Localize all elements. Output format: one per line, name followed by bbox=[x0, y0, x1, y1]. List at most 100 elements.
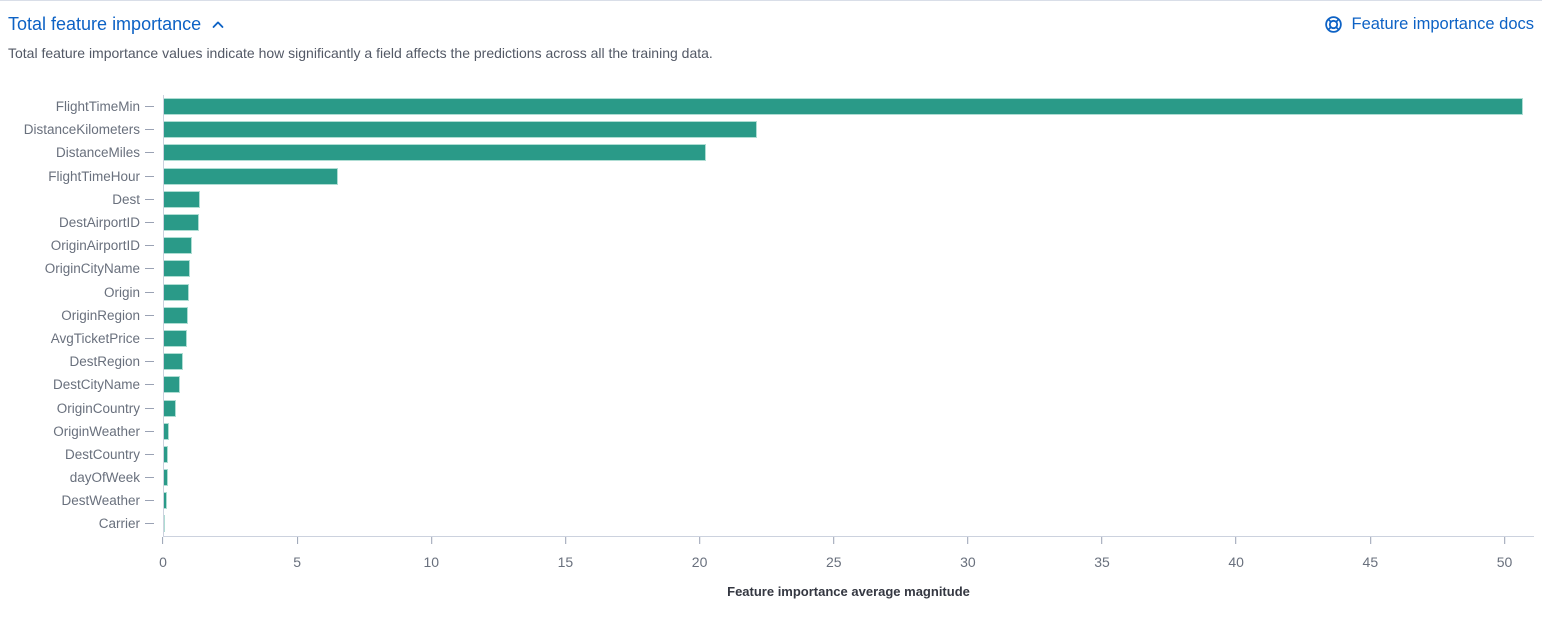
y-axis-label-row: dayOfWeek bbox=[8, 466, 163, 489]
bar-OriginWeather bbox=[164, 422, 170, 440]
y-axis-label: Dest bbox=[112, 191, 140, 207]
y-axis-tick bbox=[145, 500, 154, 502]
bar-row bbox=[164, 396, 1534, 419]
bar-DistanceKilometers bbox=[164, 121, 757, 139]
y-axis-tick bbox=[145, 477, 154, 479]
y-axis-tick bbox=[145, 337, 154, 339]
y-axis-label-row: DestCountry bbox=[8, 443, 163, 466]
y-axis-tick bbox=[145, 129, 154, 131]
panel-header: Total feature importance Feature importa… bbox=[8, 14, 1534, 35]
y-axis-tick bbox=[145, 106, 154, 108]
bar-row bbox=[164, 350, 1534, 373]
y-axis-label-row: OriginWeather bbox=[8, 420, 163, 443]
feature-importance-chart: FlightTimeMin DistanceKilometers DistanceM… bbox=[8, 95, 1534, 599]
docs-link-label: Feature importance docs bbox=[1351, 15, 1534, 33]
x-axis-tick-mark bbox=[1369, 536, 1371, 544]
bar-row bbox=[164, 420, 1534, 443]
y-axis-label: DestCountry bbox=[64, 446, 140, 462]
y-axis-label-row: DestAirportID bbox=[8, 211, 163, 234]
bar-row bbox=[164, 466, 1534, 489]
x-axis-tick-10: 10 bbox=[423, 536, 440, 571]
y-axis-label-row: DestWeather bbox=[8, 489, 163, 512]
y-axis-label-row: OriginCityName bbox=[8, 257, 163, 280]
bar-DestWeather bbox=[164, 492, 168, 510]
bar-row bbox=[164, 257, 1534, 280]
x-axis-tick-label: 40 bbox=[1228, 553, 1244, 570]
y-axis-label: DestCityName bbox=[52, 377, 140, 393]
bar-row bbox=[164, 281, 1534, 304]
bar-row bbox=[164, 327, 1534, 350]
y-axis-tick bbox=[145, 361, 154, 363]
total-feature-importance-toggle[interactable]: Total feature importance bbox=[8, 14, 226, 35]
bar-row bbox=[164, 234, 1534, 257]
x-axis-tick-35: 35 bbox=[1094, 536, 1110, 571]
y-axis-label: FlightTimeHour bbox=[48, 168, 140, 184]
x-axis-tick-label: 15 bbox=[557, 553, 574, 570]
y-axis-tick bbox=[145, 314, 154, 316]
bar-row bbox=[164, 373, 1534, 396]
x-axis-tick-15: 15 bbox=[557, 536, 574, 571]
x-axis-tick-5: 5 bbox=[293, 536, 301, 571]
y-axis-label-row: Dest bbox=[8, 188, 163, 211]
y-axis-label: OriginCountry bbox=[56, 400, 140, 416]
bar-DestRegion bbox=[164, 353, 183, 371]
lifebuoy-help-icon bbox=[1324, 15, 1343, 34]
y-axis-label-row: Carrier bbox=[8, 512, 163, 535]
bar-dayOfWeek bbox=[164, 469, 169, 487]
y-axis-labels: FlightTimeMin DistanceKilometers DistanceM… bbox=[8, 95, 163, 536]
y-axis-label-row: DistanceMiles bbox=[8, 141, 163, 164]
y-axis-label: DestRegion bbox=[69, 354, 140, 370]
bar-row bbox=[164, 118, 1534, 141]
y-axis-label-row: Origin bbox=[8, 281, 163, 304]
x-axis-tick-label: 45 bbox=[1362, 553, 1379, 570]
y-axis-label: FlightTimeMin bbox=[55, 99, 140, 115]
y-axis-tick bbox=[145, 430, 154, 432]
x-axis-tick-label: 20 bbox=[691, 553, 708, 570]
bar-row bbox=[164, 95, 1534, 118]
y-axis-label-row: DistanceKilometers bbox=[8, 118, 163, 141]
y-axis-tick bbox=[145, 175, 154, 177]
x-axis-tick-mark bbox=[833, 536, 835, 544]
x-axis-tick-50: 50 bbox=[1497, 536, 1512, 571]
bar-FlightTimeMin bbox=[164, 98, 1524, 116]
bar-row bbox=[164, 188, 1534, 211]
chart-body: FlightTimeMin DistanceKilometers DistanceM… bbox=[8, 95, 1534, 536]
bar-OriginAirportID bbox=[164, 237, 193, 255]
plot-area bbox=[163, 95, 1534, 536]
x-axis-tick-mark bbox=[296, 536, 298, 544]
feature-importance-docs-link[interactable]: Feature importance docs bbox=[1324, 15, 1534, 34]
x-axis-tick-mark bbox=[967, 536, 969, 544]
y-axis-label-row: DestCityName bbox=[8, 373, 163, 396]
total-feature-importance-panel: Total feature importance Feature importa… bbox=[0, 1, 1542, 599]
y-axis-label: OriginCityName bbox=[44, 261, 140, 277]
x-axis-tick-mark bbox=[430, 536, 432, 544]
y-axis-tick bbox=[145, 198, 154, 200]
bar-OriginCityName bbox=[164, 260, 190, 278]
y-axis-tick bbox=[145, 291, 154, 293]
x-axis-tick-label: 10 bbox=[423, 553, 440, 570]
x-axis-tick-mark bbox=[1503, 536, 1505, 544]
y-axis-label: OriginRegion bbox=[61, 307, 140, 323]
panel-description: Total feature importance values indicate… bbox=[8, 45, 713, 61]
bar-DestCityName bbox=[164, 376, 181, 394]
y-axis-tick bbox=[145, 152, 154, 154]
x-axis-tick-mark bbox=[162, 536, 164, 544]
x-axis-tick-label: 0 bbox=[159, 553, 167, 570]
x-axis-tick-30: 30 bbox=[960, 536, 976, 571]
x-axis: 0 5 10 15 20 25 30 35 40 45 50 bbox=[159, 535, 1534, 571]
y-axis-label-row: AvgTicketPrice bbox=[8, 327, 163, 350]
y-axis-tick bbox=[145, 523, 154, 525]
bar-OriginRegion bbox=[164, 306, 189, 324]
y-axis-label: Origin bbox=[103, 284, 140, 300]
bar-row bbox=[164, 141, 1534, 164]
x-axis-tick-20: 20 bbox=[691, 536, 708, 571]
x-axis-tick-label: 25 bbox=[825, 553, 842, 570]
y-axis-label: DistanceMiles bbox=[55, 145, 140, 161]
bar-DestAirportID bbox=[164, 214, 199, 232]
panel-title: Total feature importance bbox=[8, 14, 202, 34]
y-axis-label: DestWeather bbox=[61, 493, 140, 509]
y-axis-label: DestAirportID bbox=[58, 215, 140, 231]
bar-DistanceMiles bbox=[164, 144, 706, 162]
bar-DestCountry bbox=[164, 445, 169, 463]
y-axis-label: OriginAirportID bbox=[50, 238, 140, 254]
